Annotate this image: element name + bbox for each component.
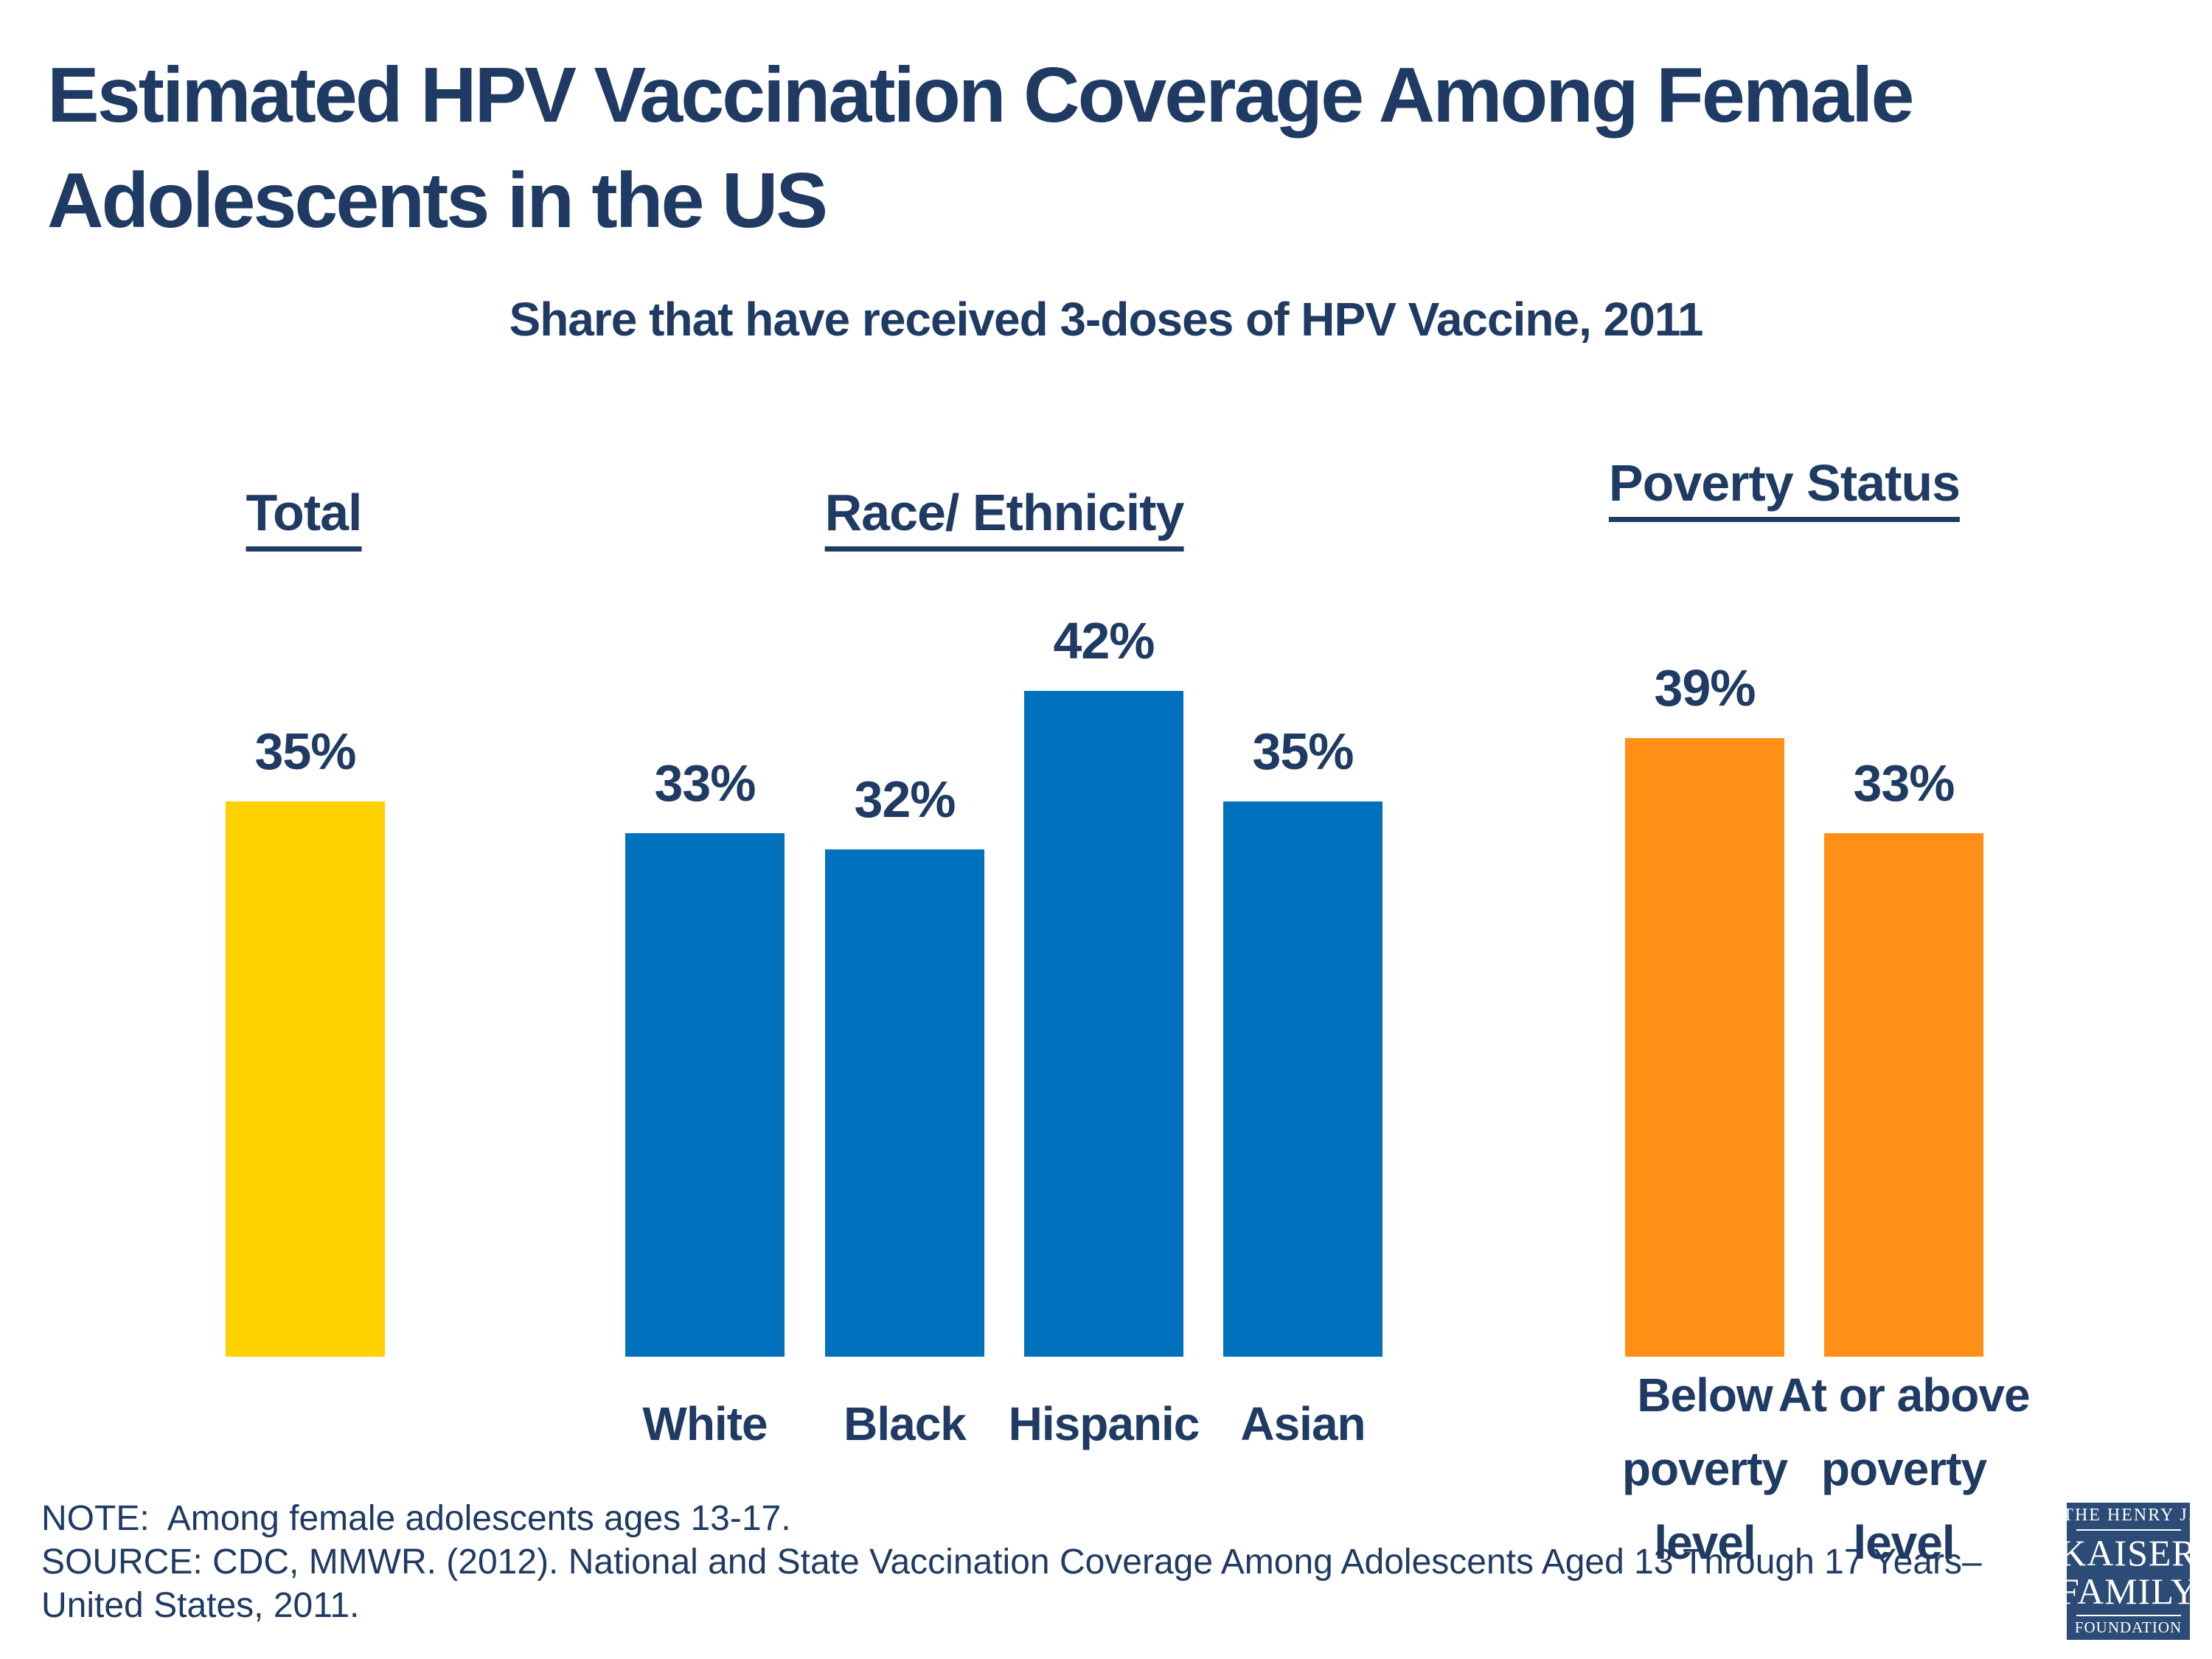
bar-value-black: 32% [854,771,956,828]
logo-divider-bottom [2076,1615,2181,1616]
below-poverty-line3: level [1654,1516,1756,1569]
below-poverty-line2: poverty [1621,1442,1788,1495]
bar-hispanic: 42% [1024,611,1183,1357]
slide-title: Estimated HPV Vaccination Coverage Among… [47,43,2171,254]
bar-rect-asian [1223,801,1382,1357]
bar-value-white: 33% [654,754,756,812]
bar-rect-black [825,849,984,1357]
group-header-race-ethnicity: Race/ Ethnicity [824,483,1184,552]
bar-value-total: 35% [254,723,356,780]
bar-rect-hispanic [1024,691,1183,1357]
category-label-black: Black [844,1397,967,1450]
bar-value-asian: 35% [1252,723,1354,780]
logo-family: FAMILY [2059,1571,2198,1612]
bar-rect-total [226,801,385,1357]
at-or-above-line1: At or above [1778,1368,2030,1422]
group-header-total: Total [246,483,363,552]
bar-value-at-or-above-poverty: 33% [1853,754,1955,812]
bar-value-below-poverty: 39% [1654,659,1756,717]
bar-total: 35% [226,722,385,1357]
logo-foundation: FOUNDATION [2074,1618,2183,1636]
bar-value-hispanic: 42% [1053,612,1155,669]
source-line: SOURCE: CDC, MMWR. (2012). National and … [41,1543,1982,1582]
bar-below-poverty: 39% [1625,658,1784,1357]
bar-asian: 35% [1223,722,1382,1357]
at-or-above-line3: level [1853,1516,1955,1569]
at-or-above-line2: poverty [1820,1442,1987,1495]
bar-rect-white [625,833,785,1357]
kaiser-family-foundation-logo: THE HENRY J. KAISER FAMILY FOUNDATION [2059,1503,2197,1640]
category-label-below-poverty: Below poverty level [1621,1358,1788,1579]
slide-title-line2: Adolescents in the US [47,157,828,245]
logo-kaiser: KAISER [2059,1532,2197,1573]
category-label-asian: Asian [1240,1397,1366,1450]
bar-white: 33% [625,754,785,1357]
source-line-continued: United States, 2011. [41,1586,360,1625]
footnotes: NOTE: Among female adolescents ages 13-1… [41,1497,1982,1627]
bar-at-or-above-poverty: 33% [1824,754,1983,1357]
below-poverty-line1: Below [1637,1368,1773,1422]
logo-divider-top [2076,1529,2181,1531]
bar-rect-at-or-above-poverty [1824,833,1983,1357]
chart-subtitle: Share that have received 3-doses of HPV … [509,293,1704,346]
group-header-poverty-status: Poverty Status [1608,453,1961,522]
bar-black: 32% [825,770,984,1357]
slide-title-line1: Estimated HPV Vaccination Coverage Among… [47,52,1914,139]
category-label-white: White [642,1397,768,1450]
note-line: NOTE: Among female adolescents ages 13-1… [41,1499,791,1538]
bar-rect-below-poverty [1625,738,1784,1357]
category-label-hispanic: Hispanic [1008,1397,1200,1450]
category-label-at-or-above-poverty: At or above poverty level [1778,1358,2030,1579]
logo-the-henry-j: THE HENRY J. [2062,1506,2194,1525]
